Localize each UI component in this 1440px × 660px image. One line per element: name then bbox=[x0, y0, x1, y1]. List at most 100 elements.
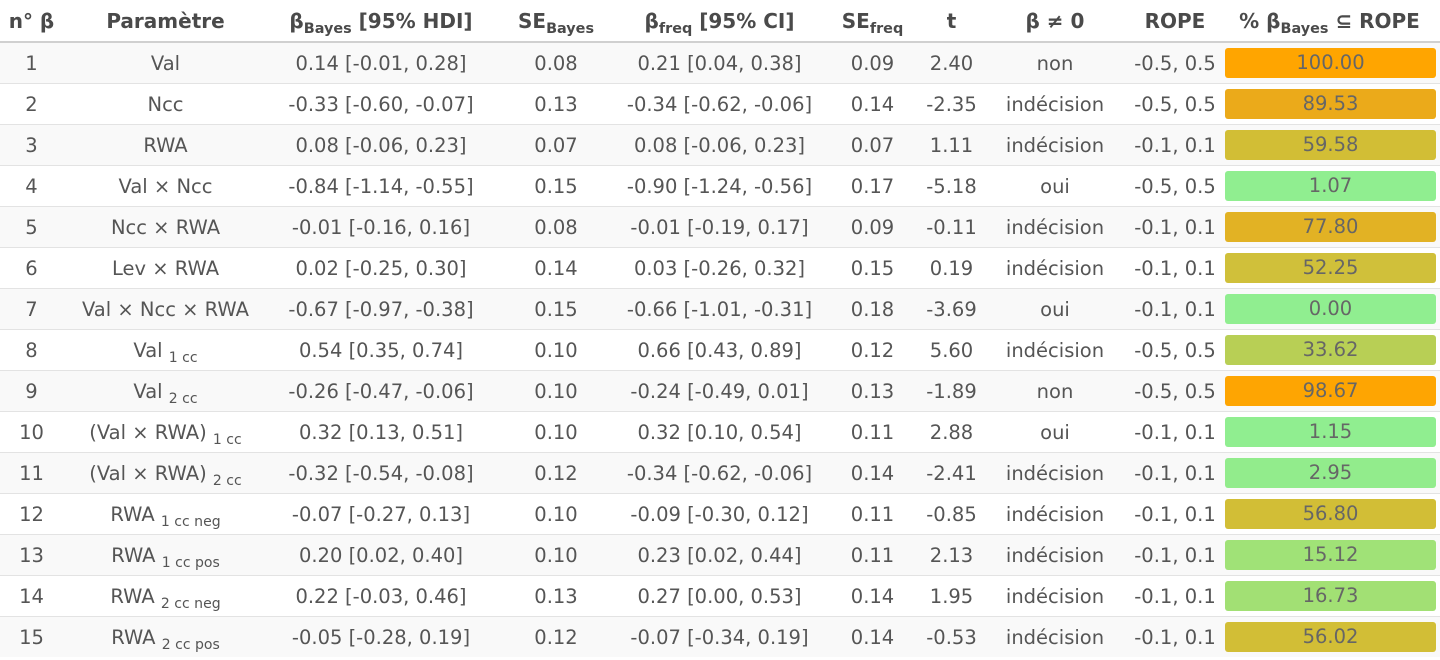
pct-rope-bar: 1.07 bbox=[1225, 171, 1436, 201]
cell-se-bayes: 0.08 bbox=[494, 41, 618, 84]
cell-decision: non bbox=[979, 41, 1131, 84]
param-subscript: 2 cc pos bbox=[161, 636, 220, 653]
cell-pct-rope: 77.80 bbox=[1219, 206, 1440, 248]
pct-rope-bar: 1.15 bbox=[1225, 417, 1436, 447]
header-beta-freq-interval: [95% CI] bbox=[692, 8, 795, 33]
cell-beta-freq: -0.34 [-0.62, -0.06] bbox=[618, 83, 821, 125]
cell-t: 0.19 bbox=[924, 247, 979, 289]
cell-t: 1.95 bbox=[924, 575, 979, 617]
pct-rope-bar: 89.53 bbox=[1225, 89, 1436, 119]
cell-beta-bayes: 0.20 [0.02, 0.40] bbox=[268, 534, 494, 576]
cell-rope: -0.5, 0.5 bbox=[1131, 41, 1219, 84]
cell-pct-rope: 52.25 bbox=[1219, 247, 1440, 289]
cell-se-bayes: 0.15 bbox=[494, 165, 618, 207]
cell-pct-rope: 0.00 bbox=[1219, 288, 1440, 330]
header-se-freq: SEfreq bbox=[821, 0, 924, 43]
cell-se-freq: 0.09 bbox=[821, 206, 924, 248]
header-t-label: t bbox=[946, 8, 957, 33]
pct-rope-bar: 16.73 bbox=[1225, 581, 1436, 611]
param-name: Val bbox=[150, 51, 181, 75]
table-row: 10 (Val × RWA) 1 cc 0.32 [0.13, 0.51] 0.10 0… bbox=[0, 411, 1440, 453]
cell-pct-rope: 1.15 bbox=[1219, 411, 1440, 453]
cell-se-freq: 0.11 bbox=[821, 411, 924, 453]
cell-se-freq: 0.13 bbox=[821, 370, 924, 412]
cell-se-bayes: 0.13 bbox=[494, 83, 618, 125]
cell-se-freq: 0.14 bbox=[821, 452, 924, 494]
pct-rope-bar: 98.67 bbox=[1225, 376, 1436, 406]
table-row: 12 RWA 1 cc neg -0.07 [-0.27, 0.13] 0.10 -0.… bbox=[0, 493, 1440, 535]
cell-se-freq: 0.11 bbox=[821, 534, 924, 576]
pct-rope-bar: 77.80 bbox=[1225, 212, 1436, 242]
pct-rope-bar: 2.95 bbox=[1225, 458, 1436, 488]
cell-pct-rope: 89.53 bbox=[1219, 83, 1440, 125]
table-row: 13 RWA 1 cc pos 0.20 [0.02, 0.40] 0.10 0.23 … bbox=[0, 534, 1440, 576]
cell-rope: -0.1, 0.1 bbox=[1131, 247, 1219, 289]
param-subscript: 2 cc bbox=[168, 390, 198, 407]
cell-beta-bayes: -0.01 [-0.16, 0.16] bbox=[268, 206, 494, 248]
cell-n: 10 bbox=[0, 411, 63, 453]
cell-n: 13 bbox=[0, 534, 63, 576]
cell-rope: -0.1, 0.1 bbox=[1131, 575, 1219, 617]
param-name: (Val × RWA) bbox=[89, 420, 207, 444]
cell-rope: -0.1, 0.1 bbox=[1131, 288, 1219, 330]
header-param-label: Paramètre bbox=[106, 8, 225, 33]
header-beta-bayes-interval: [95% HDI] bbox=[351, 8, 473, 33]
cell-decision: indécision bbox=[979, 206, 1131, 248]
cell-param: (Val × RWA) 2 cc bbox=[63, 452, 268, 494]
cell-t: 1.11 bbox=[924, 124, 979, 166]
param-subscript: 2 cc bbox=[212, 472, 242, 489]
cell-n: 12 bbox=[0, 493, 63, 535]
header-beta-ne0: β ≠ 0 bbox=[979, 0, 1131, 43]
cell-pct-rope: 56.80 bbox=[1219, 493, 1440, 535]
table-row: 1 Val 0.14 [-0.01, 0.28] 0.08 0.21 [0.04, 0.… bbox=[0, 41, 1440, 84]
header-beta-ne0-label: β ≠ 0 bbox=[1025, 8, 1085, 33]
cell-se-freq: 0.14 bbox=[821, 575, 924, 617]
cell-beta-freq: -0.07 [-0.34, 0.19] bbox=[618, 616, 821, 657]
table-row: 8 Val 1 cc 0.54 [0.35, 0.74] 0.10 0.66 [0.43… bbox=[0, 329, 1440, 371]
cell-beta-freq: 0.66 [0.43, 0.89] bbox=[618, 329, 821, 371]
cell-param: RWA 2 cc neg bbox=[63, 575, 268, 617]
cell-decision: indécision bbox=[979, 329, 1131, 371]
pct-rope-bar: 52.25 bbox=[1225, 253, 1436, 283]
cell-se-freq: 0.07 bbox=[821, 124, 924, 166]
cell-pct-rope: 2.95 bbox=[1219, 452, 1440, 494]
cell-pct-rope: 16.73 bbox=[1219, 575, 1440, 617]
cell-decision: non bbox=[979, 370, 1131, 412]
param-name: RWA bbox=[110, 584, 155, 608]
table-row: 4 Val × Ncc -0.84 [-1.14, -0.55] 0.15 -0.90 … bbox=[0, 165, 1440, 207]
header-se-bayes: SEBayes bbox=[494, 0, 618, 43]
cell-n: 3 bbox=[0, 124, 63, 166]
param-name: Val bbox=[133, 338, 163, 362]
param-subscript: 1 cc pos bbox=[161, 554, 220, 571]
cell-t: 5.60 bbox=[924, 329, 979, 371]
pct-rope-bar: 56.80 bbox=[1225, 499, 1436, 529]
header-se-bayes-symbol: SE bbox=[517, 8, 547, 33]
header-beta-freq-sub: freq bbox=[658, 20, 693, 37]
table-body: 1 Val 0.14 [-0.01, 0.28] 0.08 0.21 [0.04, 0.… bbox=[0, 41, 1440, 657]
cell-se-freq: 0.09 bbox=[821, 41, 924, 84]
cell-pct-rope: 56.02 bbox=[1219, 616, 1440, 657]
cell-param: (Val × RWA) 1 cc bbox=[63, 411, 268, 453]
header-pct-rope-symbol: % β bbox=[1239, 8, 1281, 33]
cell-param: RWA 2 cc pos bbox=[63, 616, 268, 657]
table-row: 2 Ncc -0.33 [-0.60, -0.07] 0.13 -0.34 [-0.62… bbox=[0, 83, 1440, 125]
cell-beta-freq: -0.24 [-0.49, 0.01] bbox=[618, 370, 821, 412]
cell-n: 4 bbox=[0, 165, 63, 207]
cell-rope: -0.5, 0.5 bbox=[1131, 83, 1219, 125]
cell-se-bayes: 0.08 bbox=[494, 206, 618, 248]
cell-beta-bayes: -0.05 [-0.28, 0.19] bbox=[268, 616, 494, 657]
cell-se-bayes: 0.14 bbox=[494, 247, 618, 289]
cell-beta-freq: -0.01 [-0.19, 0.17] bbox=[618, 206, 821, 248]
header-pct-rope-suffix: ⊆ ROPE bbox=[1328, 8, 1420, 33]
cell-t: 2.13 bbox=[924, 534, 979, 576]
cell-rope: -0.1, 0.1 bbox=[1131, 493, 1219, 535]
cell-rope: -0.1, 0.1 bbox=[1131, 206, 1219, 248]
cell-t: -0.11 bbox=[924, 206, 979, 248]
header-beta-bayes: βBayes [95% HDI] bbox=[268, 0, 494, 43]
cell-n: 2 bbox=[0, 83, 63, 125]
cell-t: -3.69 bbox=[924, 288, 979, 330]
cell-decision: indécision bbox=[979, 247, 1131, 289]
cell-n: 14 bbox=[0, 575, 63, 617]
cell-param: Ncc × RWA bbox=[63, 206, 268, 248]
cell-n: 1 bbox=[0, 41, 63, 84]
